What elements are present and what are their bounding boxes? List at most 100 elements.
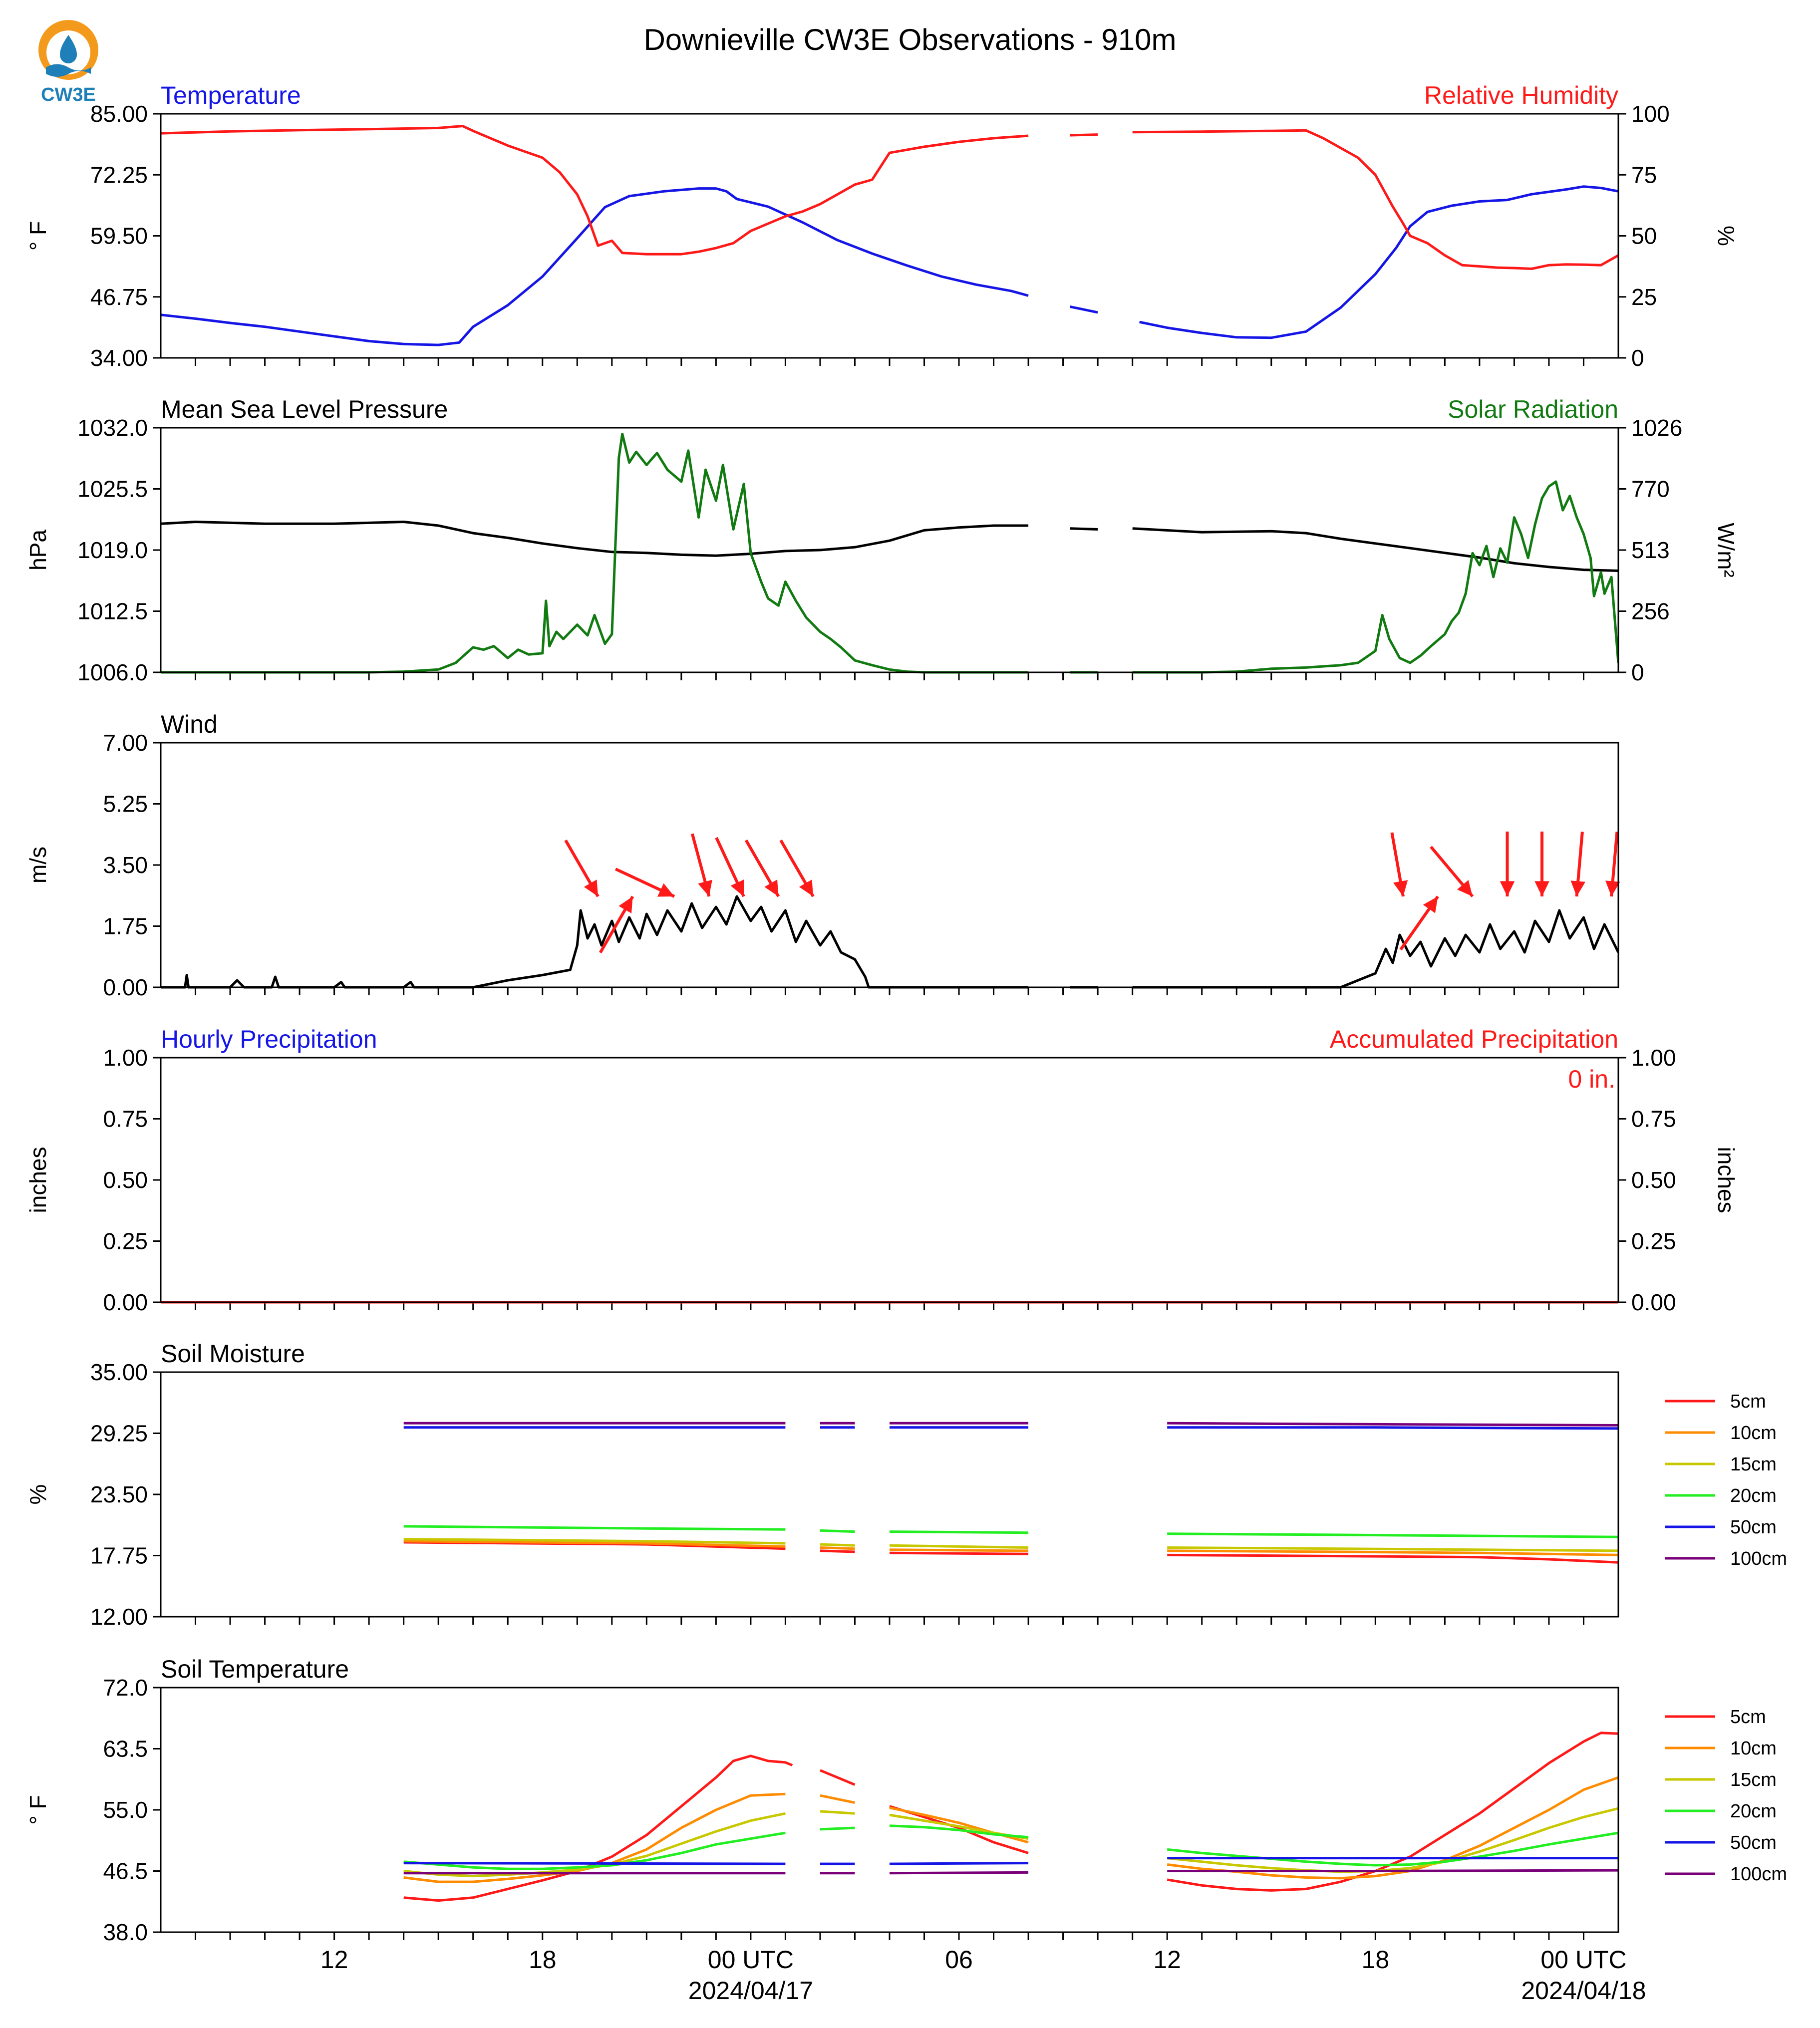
y-tick-label-left: 5.25 <box>103 791 148 817</box>
series-line-solar-radiation <box>161 432 1618 674</box>
x-tick-label: 06 <box>945 1946 973 1974</box>
y-tick-label-left: 35.00 <box>90 1359 148 1385</box>
x-axis-ticks: 12 18 00 UTC 06 12 18 00 UTC 2024/04/17 2024/04/… <box>320 1946 1646 2005</box>
x-tick-label: 12 <box>320 1946 348 1974</box>
panel-frame <box>160 1371 1619 1618</box>
series-group <box>161 125 1618 346</box>
series-line-10cm <box>403 1540 1618 1556</box>
y-tick-label-left: 59.50 <box>90 223 148 249</box>
panel-frame <box>160 1057 1619 1303</box>
y-axis-label-right: W/m² <box>1713 523 1739 578</box>
legend-entry: 15cm <box>1665 1454 1777 1475</box>
y-tick-label-right: 1026 <box>1631 415 1682 441</box>
y-tick-label-right: 0.00 <box>1631 1289 1676 1315</box>
y-tick-label-left: 55.0 <box>103 1797 148 1823</box>
cw3e-logo: CW3E <box>31 15 106 105</box>
y-tick-label-left: 1012.5 <box>77 598 148 624</box>
legend-entry: 50cm <box>1665 1832 1777 1853</box>
wind-arrow <box>744 839 780 897</box>
x-tick-label: 00 UTC <box>708 1946 794 1974</box>
y-tick-label-left: 63.5 <box>103 1736 148 1762</box>
legend-entry: 100cm <box>1665 1864 1787 1885</box>
series-line-relative-humidity <box>161 125 1618 270</box>
y-tick-label-right: 0 <box>1631 659 1644 685</box>
y-tick-label-left: 17.75 <box>90 1543 148 1569</box>
legend-entry: 15cm <box>1665 1769 1777 1790</box>
y-axis-label-right: inches <box>1713 1147 1739 1213</box>
y-tick-label-left: 0.75 <box>103 1106 148 1132</box>
legend-entry: 50cm <box>1665 1517 1777 1538</box>
y-tick-label-left: 38.0 <box>103 1919 148 1945</box>
series-line-5cm <box>403 1732 1618 1902</box>
y-tick-label-right: 256 <box>1631 598 1670 624</box>
y-tick-label-left: 46.5 <box>103 1858 148 1884</box>
legend-entry: 5cm <box>1665 1391 1766 1412</box>
y-tick-label-right: 50 <box>1631 223 1657 249</box>
legend-label: 5cm <box>1730 1707 1766 1728</box>
series-line-100cm <box>403 1422 1618 1427</box>
y-tick-label-right: 100 <box>1631 101 1670 127</box>
y-tick-label-left: 1025.5 <box>77 476 148 502</box>
panel-soil_moisture: 12.00 17.75 23.50 29.25 35.00 Soil Moisture% 5… <box>25 1340 1787 1630</box>
legend-label: 20cm <box>1730 1485 1777 1506</box>
panel-title-left: Mean Sea Level Pressure <box>161 395 448 423</box>
legend-label: 10cm <box>1730 1423 1777 1444</box>
y-tick-label-left: 1019.0 <box>77 537 148 563</box>
wind-arrow <box>1390 832 1408 897</box>
y-tick-label-left: 29.25 <box>90 1421 148 1447</box>
y-axis-label-left: % <box>25 1484 51 1505</box>
precip-total-annotation: 0 in. <box>1568 1065 1615 1093</box>
cw3e-logo-mark: CW3E <box>38 20 98 105</box>
y-tick-label-right: 1.00 <box>1631 1045 1676 1071</box>
series-group <box>161 895 1618 989</box>
x-tick-label: 18 <box>1362 1946 1390 1974</box>
y-tick-label-right: 770 <box>1631 476 1670 502</box>
y-tick-label-left: 72.25 <box>90 162 148 188</box>
panel-title-left: Wind <box>161 710 218 738</box>
y-tick-label-right: 0 <box>1631 345 1644 371</box>
wind-arrow <box>690 833 712 897</box>
y-tick-label-left: 1006.0 <box>77 659 148 685</box>
y-axis-label-left: ° F <box>25 221 51 251</box>
y-tick-label-left: 0.25 <box>103 1228 148 1254</box>
legend-entry: 20cm <box>1665 1801 1777 1822</box>
wind-arrow <box>599 895 634 954</box>
legend-label: 5cm <box>1730 1391 1766 1412</box>
legend-label: 10cm <box>1730 1738 1777 1759</box>
panel-frame <box>160 113 1619 359</box>
panel-frame <box>160 742 1619 988</box>
logo-droplet-icon <box>60 35 77 63</box>
legend-label: 100cm <box>1730 1548 1787 1569</box>
wind-arrow <box>1399 895 1439 951</box>
legend-entry: 10cm <box>1665 1738 1777 1759</box>
y-tick-label-right: 75 <box>1631 162 1657 188</box>
y-tick-label-right: 25 <box>1631 284 1657 310</box>
page-title: Downieville CW3E Observations - 910m <box>643 23 1176 56</box>
legend-entry: 5cm <box>1665 1707 1766 1728</box>
y-tick-label-left: 1032.0 <box>77 415 148 441</box>
panel-soil_temperature: 38.0 46.5 55.0 63.5 72.0 Soil Temperature ° F 5… <box>25 1655 1787 1945</box>
y-tick-label-left: 1.00 <box>103 1045 148 1071</box>
panel-title-right: Accumulated Precipitation <box>1330 1025 1618 1053</box>
series-group <box>403 1732 1618 1902</box>
y-tick-label-left: 3.50 <box>103 852 148 878</box>
panel-title-left: Soil Moisture <box>161 1340 305 1368</box>
panel-pressure_solar: 1006.0 1012.5 1019.0 1025.5 1032.0 0 256 513 770… <box>25 395 1739 685</box>
x-date-label: 2024/04/18 <box>1521 1977 1646 2005</box>
legend-label: 100cm <box>1730 1864 1787 1885</box>
y-tick-label-left: 72.0 <box>103 1675 148 1701</box>
wind-arrow <box>1605 832 1620 897</box>
chart-panels: 34.00 46.75 59.50 72.25 85.00 0 25 50 75 100 Tempe… <box>25 81 1787 1945</box>
series-line-20cm <box>403 1525 1618 1538</box>
panel-title-left: Temperature <box>161 81 301 109</box>
series-line-50cm <box>403 1426 1618 1430</box>
y-tick-label-left: 12.00 <box>90 1604 148 1630</box>
wind-arrow <box>715 837 745 897</box>
y-tick-label-right: 0.50 <box>1631 1167 1676 1193</box>
series-line-100cm <box>403 1869 1618 1875</box>
series-line-50cm <box>403 1857 1618 1865</box>
y-tick-label-left: 0.50 <box>103 1167 148 1193</box>
legend-label: 15cm <box>1730 1454 1777 1475</box>
wind-arrow <box>1430 846 1474 897</box>
